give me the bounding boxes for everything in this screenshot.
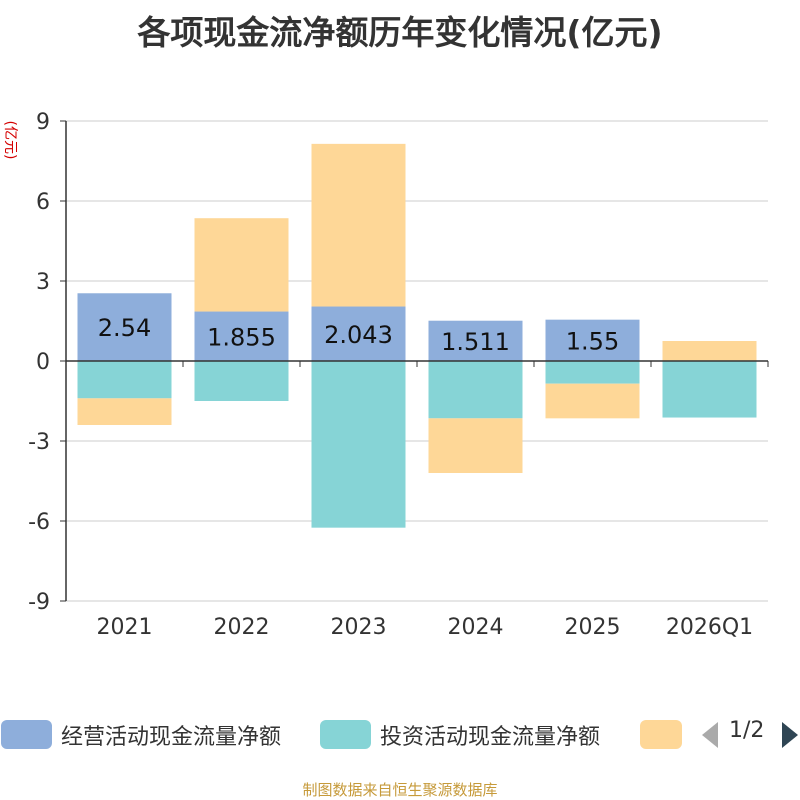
y-tick-label: 0: [36, 350, 50, 375]
x-category-label: 2022: [214, 615, 270, 640]
bar-series2-2025: [545, 383, 640, 419]
bar-series1-2024: [428, 361, 523, 419]
y-tick-label: 3: [36, 270, 50, 295]
y-tick-label: 6: [36, 190, 50, 215]
x-category-label: 2023: [331, 615, 387, 640]
y-tick-label: -6: [28, 510, 50, 535]
bar-series2-2022: [194, 218, 289, 312]
cashflow-bar-chart: 9 6 3 0 -3 -6 -9 2.54 1.855 2.043 1.511 1.55 2021 20…: [28, 110, 769, 640]
legend-swatch-investing: [320, 720, 371, 749]
legend-page-indicator: 1/2: [729, 718, 765, 743]
legend-label-investing: 投资活动现金流量净额: [380, 725, 601, 750]
bar-series0-2025: [545, 319, 640, 361]
bar-series1-2023: [311, 361, 406, 528]
bar-series2-2021: [77, 398, 172, 425]
bar-data-label: 1.511: [441, 328, 510, 356]
bar-series0-2023: [311, 306, 406, 361]
bar-series1-2021: [77, 361, 172, 399]
chart-title: 各项现金流净额历年变化情况(亿元): [137, 13, 663, 52]
bar-series0-2021: [77, 293, 172, 361]
bar-series1-2025: [545, 361, 640, 384]
legend-label-operating: 经营活动现金流量净额: [61, 725, 282, 750]
bar-series2-2024: [428, 418, 523, 473]
bar-series0-2024: [428, 320, 523, 361]
y-tick-label: -3: [28, 430, 50, 455]
legend-swatch-financing: [640, 720, 682, 749]
bar-series0-2022: [194, 311, 289, 361]
x-category-label: 2021: [97, 615, 153, 640]
y-tick-label: -9: [28, 590, 50, 615]
bar-series2-2026Q1: [662, 341, 757, 361]
bar-series1-2022: [194, 361, 289, 401]
bar-data-label: 2.54: [98, 314, 151, 342]
x-category-label: 2025: [565, 615, 621, 640]
bar-data-label: 1.855: [207, 323, 276, 351]
bar-series1-2026Q1: [662, 361, 757, 418]
x-category-label: 2024: [448, 615, 504, 640]
bar-data-label: 1.55: [566, 327, 619, 355]
legend-swatch-operating: [1, 720, 52, 749]
legend-prev-page-icon[interactable]: [702, 722, 718, 748]
legend-next-page-icon[interactable]: [782, 722, 798, 748]
y-tick-label: 9: [36, 110, 50, 135]
x-category-label: 2026Q1: [666, 615, 753, 640]
bar-data-label: 2.043: [324, 321, 393, 349]
data-source-note: 制图数据来自恒生聚源数据库: [302, 781, 498, 799]
bar-series2-2023: [311, 143, 406, 307]
